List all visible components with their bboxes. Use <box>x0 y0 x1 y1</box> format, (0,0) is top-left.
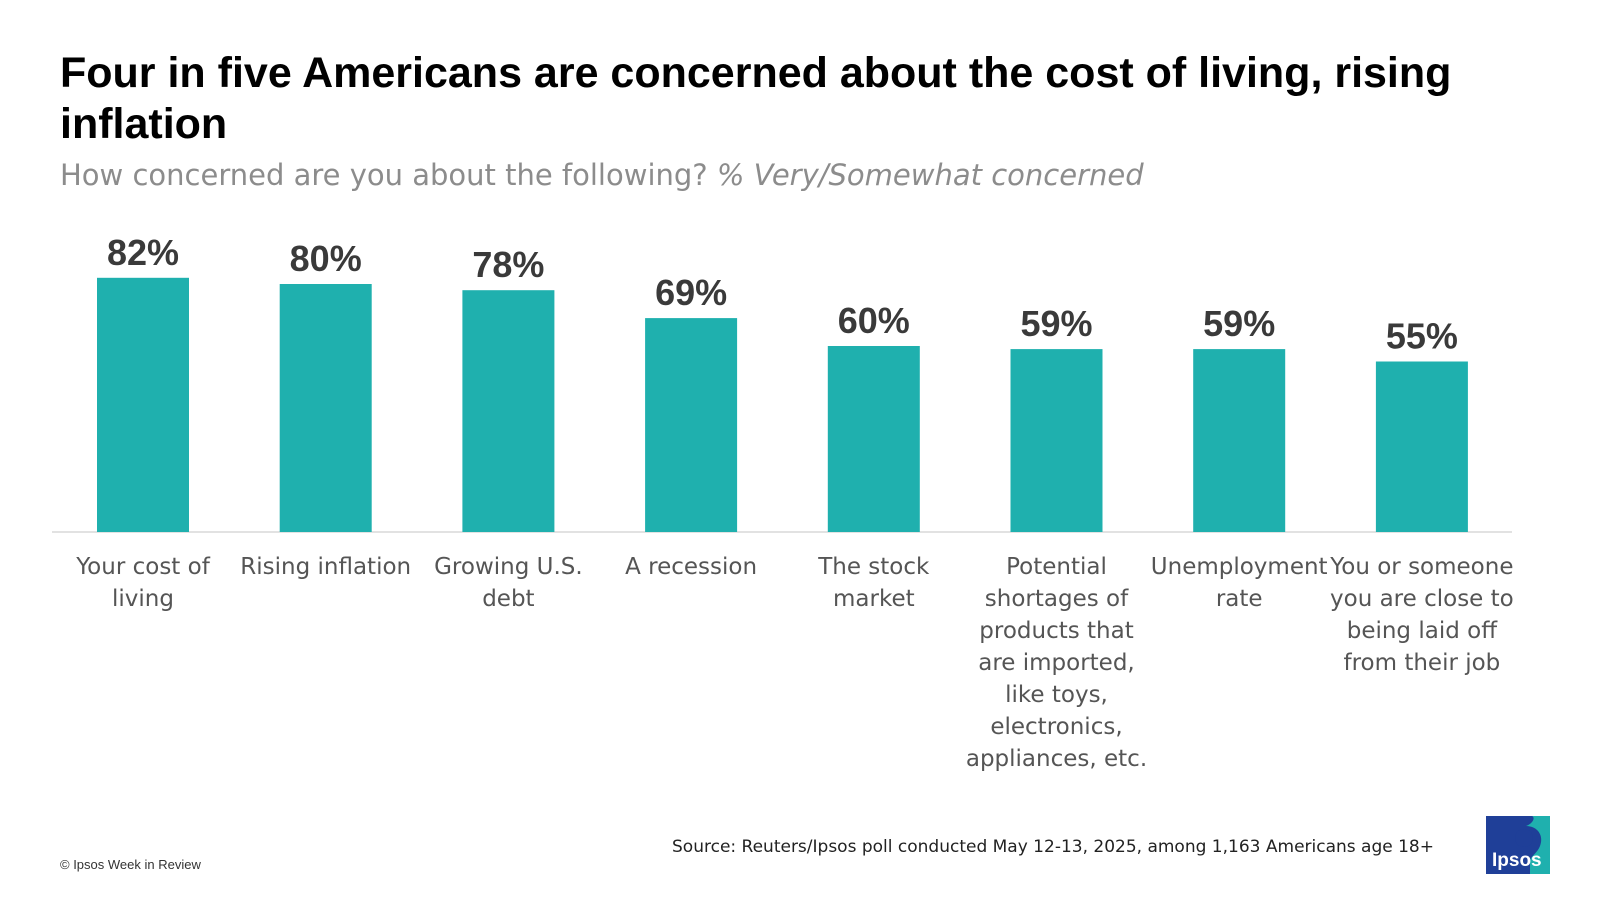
subtitle-question: How concerned are you about the followin… <box>60 158 708 192</box>
category-label: Potential shortages of products that are… <box>965 554 1148 772</box>
bar <box>1375 361 1468 532</box>
logo-text: Ipsos <box>1492 850 1542 871</box>
category-label: A recession <box>625 554 758 580</box>
category-label: Your cost of living <box>76 554 210 612</box>
bar-value-label: 60% <box>838 300 910 341</box>
bar-value-label: 55% <box>1386 316 1458 357</box>
bar-chart: 82% 80% 78% 69% 60% 59% 59% 55% Your cost of li… <box>0 220 1600 800</box>
bar <box>279 284 372 532</box>
bar-value-label: 59% <box>1020 303 1092 344</box>
bar <box>1010 349 1103 532</box>
bar-value-label: 78% <box>472 244 544 285</box>
category-label: You or someone you are close to being la… <box>1330 554 1514 676</box>
bar-value-label: 59% <box>1203 303 1275 344</box>
chart-svg: 82% 80% 78% 69% 60% 59% 59% 55% <box>52 232 1512 533</box>
bar <box>97 277 189 532</box>
chart-subtitle: How concerned are you about the followin… <box>60 156 1530 194</box>
bar-value-label: 80% <box>290 238 362 279</box>
bar <box>827 346 920 532</box>
source-note: Source: Reuters/Ipsos poll conducted May… <box>672 837 1434 857</box>
bar-value-label: 82% <box>107 232 179 273</box>
ipsos-logo: Ipsos <box>1486 816 1550 874</box>
subtitle-note: % Very/Somewhat concerned <box>716 158 1144 192</box>
chart-title: Four in five Americans are concerned abo… <box>60 49 1452 148</box>
bar-value-label: 69% <box>655 272 727 313</box>
copyright-note: © Ipsos Week in Review <box>60 857 201 872</box>
bar <box>645 318 738 532</box>
category-label: Rising inflation <box>240 554 412 580</box>
bar <box>462 290 555 532</box>
category-label: The stock market <box>818 554 930 612</box>
bar <box>1193 349 1286 532</box>
category-label: Unemployment rate <box>1150 554 1328 612</box>
category-label: Growing U.S. debt <box>434 554 583 612</box>
